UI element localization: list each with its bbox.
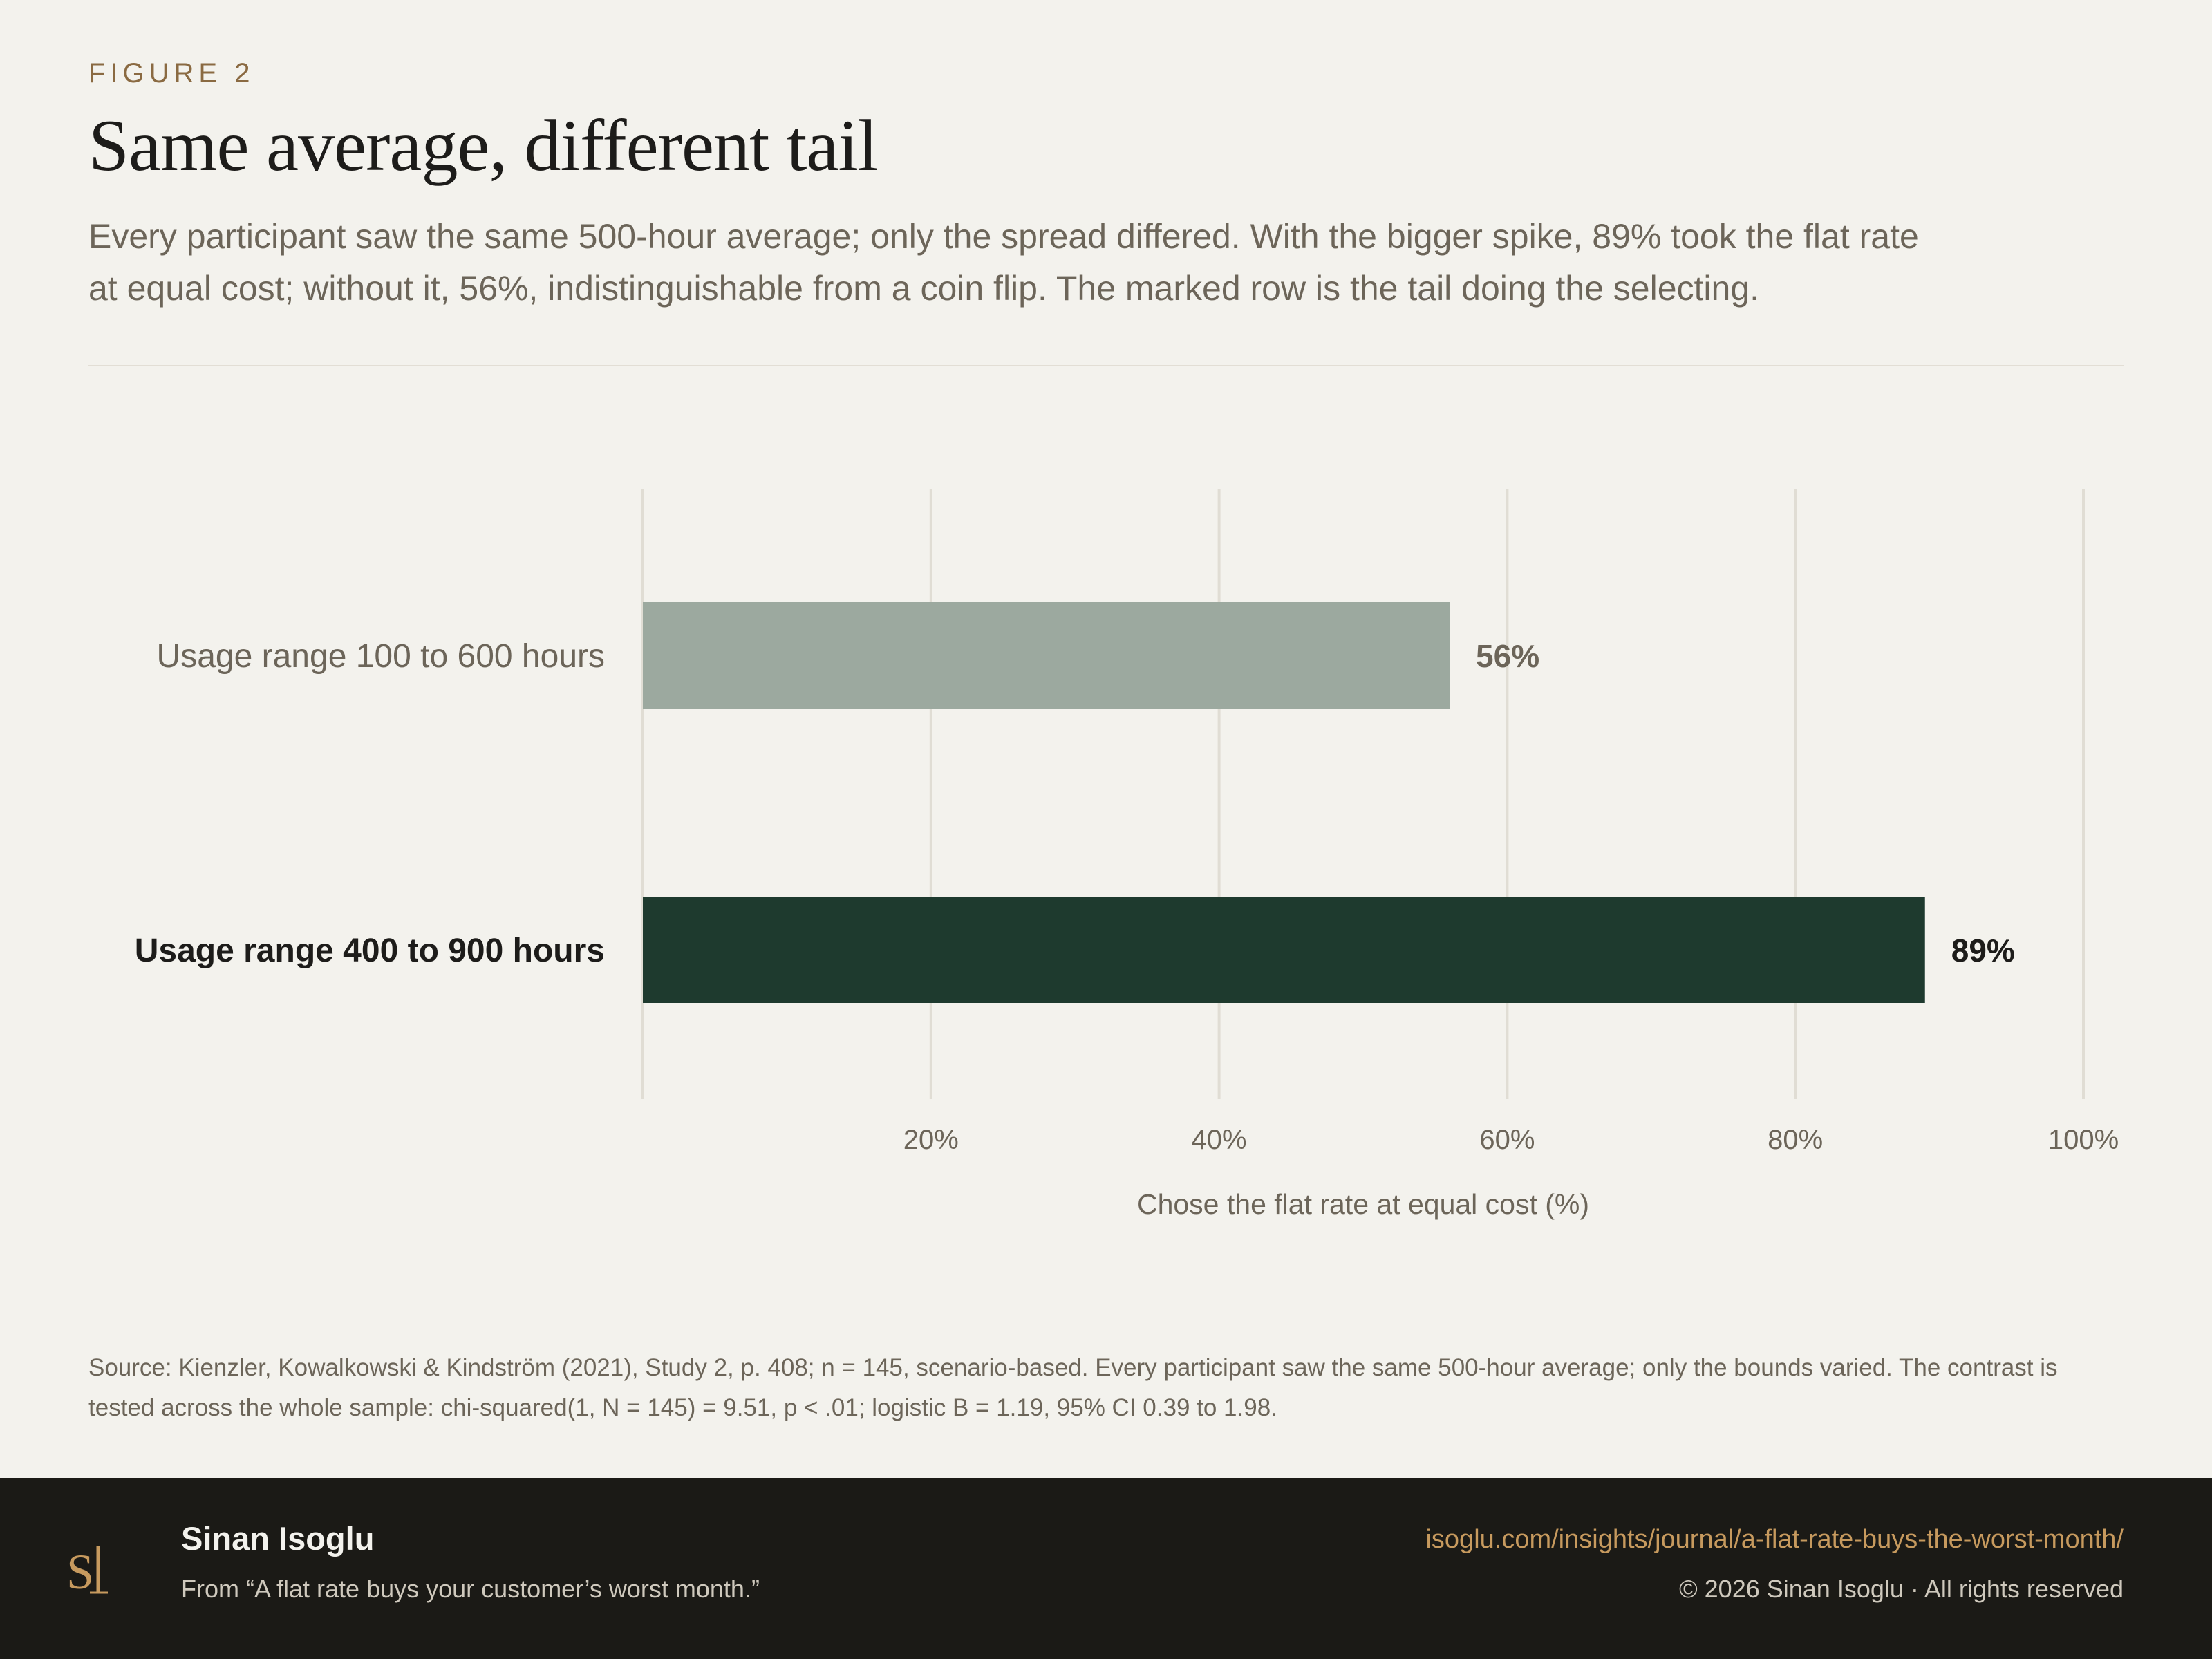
x-tick-label-3: 80% bbox=[1768, 1125, 1823, 1155]
x-tick-label-2: 60% bbox=[1479, 1125, 1535, 1155]
article-reference: From “A flat rate buys your customer’s w… bbox=[181, 1575, 760, 1603]
svg-text:S: S bbox=[66, 1544, 94, 1600]
x-tick-label-1: 40% bbox=[1192, 1125, 1247, 1155]
value-label-1: 89% bbox=[1951, 932, 2015, 968]
bar-1 bbox=[643, 897, 1925, 1003]
x-axis-title: Chose the flat rate at equal cost (%) bbox=[1137, 1188, 1589, 1220]
article-url-link[interactable]: isoglu.com/insights/journal/a-flat-rate-… bbox=[1425, 1525, 2124, 1554]
x-tick-label-4: 100% bbox=[2048, 1125, 2119, 1155]
figure-subtitle: Every participant saw the same 500-hour … bbox=[88, 217, 1919, 308]
bar-0 bbox=[643, 602, 1450, 709]
x-tick-label-0: 20% bbox=[903, 1125, 959, 1155]
category-label-0: Usage range 100 to 600 hours bbox=[157, 638, 605, 675]
category-label-1: Usage range 400 to 900 hours bbox=[135, 932, 605, 969]
divider bbox=[88, 365, 2124, 366]
source-note: Source: Kienzler, Kowalkowski & Kindströ… bbox=[88, 1354, 2058, 1421]
copyright: © 2026 Sinan Isoglu · All rights reserve… bbox=[1679, 1575, 2124, 1603]
footer: S Sinan Isoglu From “A flat rate buys yo… bbox=[0, 1478, 2212, 1659]
author-name: Sinan Isoglu bbox=[181, 1520, 375, 1557]
bar-chart: 20% 40% 60% 80% 100% Chose the flat rate at e… bbox=[135, 489, 2119, 1220]
si-monogram-icon: S bbox=[66, 1544, 108, 1600]
page-title: Same average, different tail bbox=[88, 105, 878, 186]
value-label-0: 56% bbox=[1476, 638, 1539, 674]
figure-eyebrow: FIGURE 2 bbox=[88, 58, 255, 88]
